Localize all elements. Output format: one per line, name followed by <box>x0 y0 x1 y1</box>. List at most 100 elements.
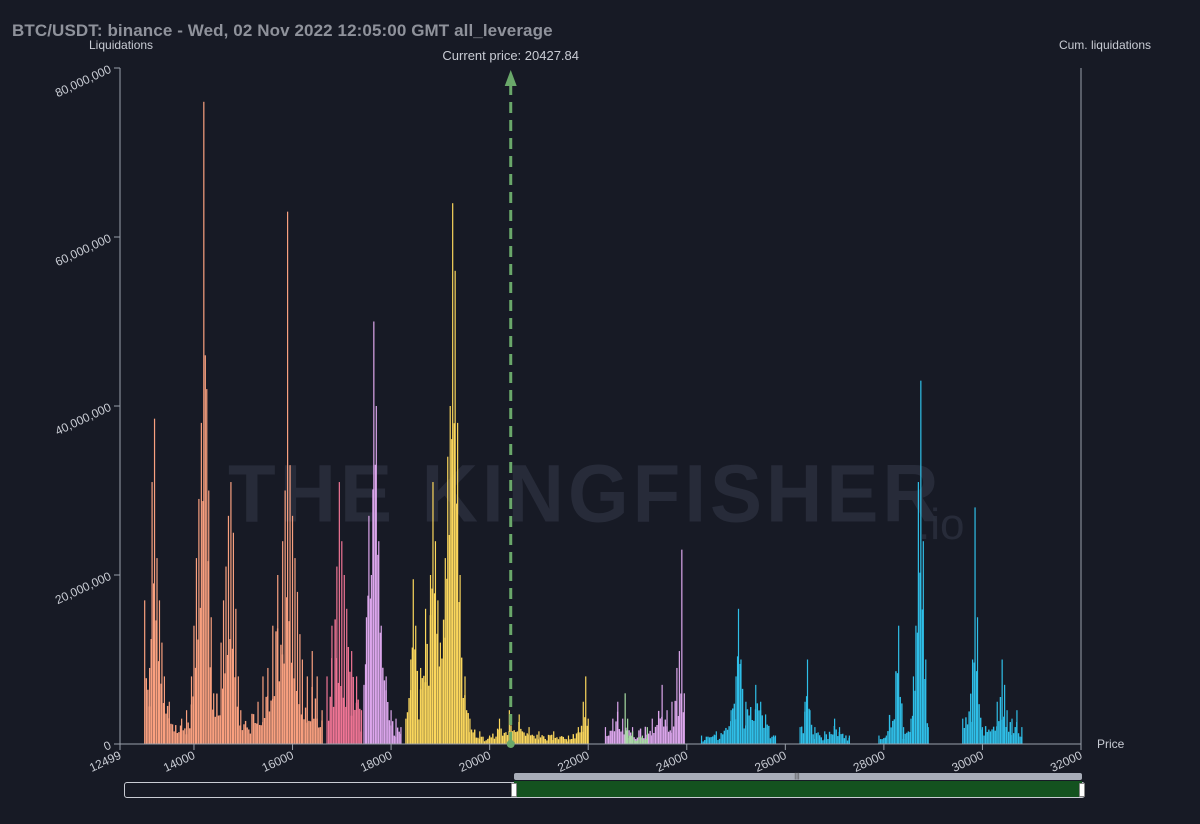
liquidation-bar <box>197 639 199 744</box>
liquidation-bar <box>234 677 236 744</box>
liquidation-bar <box>814 727 816 744</box>
liquidation-bar <box>615 721 617 744</box>
liquidation-bar <box>732 708 734 744</box>
liquidation-bar <box>199 607 202 744</box>
liquidation-bar <box>338 482 340 744</box>
liquidation-bar <box>743 728 745 744</box>
liquidation-bar <box>978 704 980 744</box>
liquidation-bar <box>267 667 269 744</box>
liquidation-bar <box>424 608 427 744</box>
liquidation-bar <box>156 558 158 744</box>
liquidation-bar <box>457 422 459 744</box>
liquidation-bar <box>1007 731 1010 744</box>
liquidation-bar <box>502 735 504 744</box>
liquidation-bar <box>551 734 553 744</box>
liquidation-bar <box>354 709 356 744</box>
liquidation-bar <box>193 625 195 744</box>
liquidation-bar <box>755 684 757 744</box>
liquidation-bar <box>667 731 670 744</box>
liquidation-bar <box>415 625 417 744</box>
liquidation-bar <box>286 211 289 744</box>
liquidation-bar <box>824 731 826 744</box>
liquidation-bar <box>745 701 747 744</box>
liquidation-bar <box>567 735 570 744</box>
liquidation-bar <box>181 718 183 744</box>
liquidation-bar <box>475 737 478 744</box>
current-price-marker: Current price: 20427.84 <box>442 48 579 748</box>
liquidation-bar <box>194 667 197 744</box>
liquidation-bar <box>818 735 821 744</box>
liquidation-bar <box>505 732 507 744</box>
liquidation-bar <box>496 728 499 744</box>
navigator-scrollbar[interactable] <box>514 773 1082 780</box>
liquidation-bar <box>289 465 291 744</box>
liquidation-bar <box>707 736 709 744</box>
liquidation-bar <box>718 738 721 744</box>
liquidation-bar <box>447 456 449 744</box>
liquidation-bar <box>883 738 885 744</box>
liquidation-bar <box>896 673 899 744</box>
navigator-right-handle[interactable] <box>1079 783 1085 797</box>
liquidation-bar <box>144 600 146 744</box>
liquidation-bar <box>184 728 186 744</box>
liquidation-bar <box>549 735 551 744</box>
liquidation-bar <box>313 718 315 744</box>
navigator-left-handle[interactable] <box>511 783 517 797</box>
liquidation-bar <box>390 710 392 744</box>
liquidation-bar <box>680 693 682 744</box>
liquidation-bar <box>712 736 714 744</box>
liquidation-bar <box>920 380 922 744</box>
liquidation-bar <box>541 735 543 744</box>
liquidation-bar <box>206 389 208 744</box>
liquidation-bar <box>341 541 343 744</box>
y-tick-label: 20,000,000 <box>53 569 114 607</box>
scrollbar-grip-icon[interactable]: ||| <box>794 773 800 780</box>
x-tick-label: 22000 <box>555 748 591 775</box>
liquidation-bar <box>846 740 849 744</box>
liquidation-bar <box>369 598 372 744</box>
liquidation-bar <box>283 663 285 744</box>
liquidation-bar <box>237 676 239 744</box>
liquidation-bar <box>604 727 607 744</box>
liquidation-bar <box>620 731 622 744</box>
liquidation-bar <box>524 735 527 744</box>
liquidation-bar <box>639 736 642 744</box>
liquidation-bar <box>329 696 331 744</box>
liquidation-bar <box>975 671 978 744</box>
liquidation-bar <box>666 710 668 744</box>
liquidation-bar <box>378 541 380 744</box>
liquidation-bar <box>671 701 673 744</box>
liquidation-bar <box>251 713 253 744</box>
liquidation-bar <box>239 725 241 744</box>
liquidation-bar <box>270 700 272 744</box>
liquidation-bar <box>400 727 402 744</box>
liquidation-bar <box>214 716 216 744</box>
liquidation-bar <box>304 707 307 744</box>
x-tick-label: 18000 <box>358 748 394 775</box>
liquidation-bar <box>585 676 587 744</box>
liquidation-bar <box>359 708 361 744</box>
liquidation-bar <box>464 676 466 744</box>
liquidation-bar <box>544 739 547 744</box>
liquidation-bar <box>231 648 234 744</box>
liquidation-bar <box>677 716 680 744</box>
liquidation-bar <box>521 731 524 744</box>
liquidation-bar <box>163 676 166 744</box>
liquidation-bar <box>513 730 515 744</box>
liquidation-bar <box>981 727 984 744</box>
liquidation-bar <box>924 679 926 744</box>
liquidation-bar <box>736 656 739 744</box>
liquidation-bar <box>173 731 175 744</box>
liquidation-bar <box>379 632 382 744</box>
liquidation-bar <box>414 649 416 744</box>
liquidation-bar <box>878 735 880 744</box>
liquidation-bar <box>765 714 767 744</box>
liquidation-bar <box>653 732 655 744</box>
liquidation-bar <box>393 735 395 744</box>
liquidation-bar <box>607 735 610 744</box>
navigator-selected-range[interactable] <box>514 781 1082 797</box>
liquidation-bar <box>165 713 167 744</box>
liquidation-bar <box>210 617 212 744</box>
liquidation-bar <box>160 683 162 744</box>
